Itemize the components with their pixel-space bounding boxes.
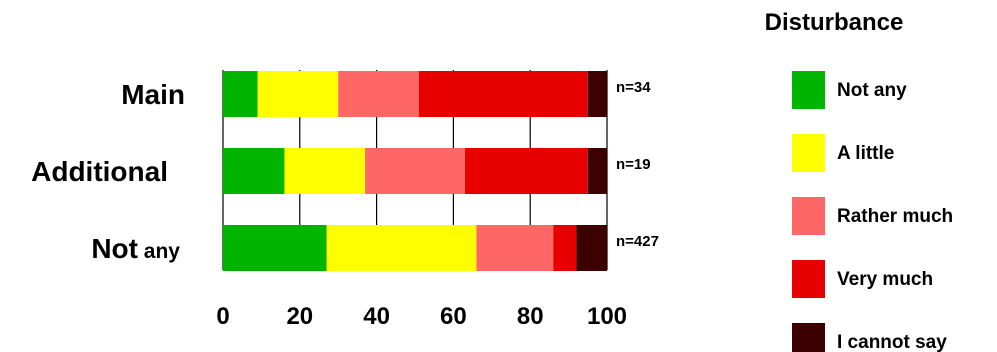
legend-swatch — [792, 323, 825, 352]
legend-swatch — [792, 260, 825, 298]
category-label: Additional — [31, 156, 168, 187]
category-label: Main — [121, 79, 185, 110]
bar-segment — [326, 225, 477, 271]
sample-size-label: n=19 — [616, 156, 651, 173]
legend-swatch — [792, 197, 825, 235]
bar-segment — [576, 225, 607, 271]
legend-swatch — [792, 71, 825, 109]
x-tick-label: 60 — [440, 303, 467, 330]
legend-swatch — [792, 134, 825, 172]
category-labels: Main Additional Not any — [31, 79, 185, 264]
x-tick-label: 0 — [216, 303, 229, 330]
bar-segment — [553, 225, 577, 271]
bar-segment — [464, 148, 588, 194]
bar-segment — [365, 148, 465, 194]
bar-segment — [476, 225, 554, 271]
sample-size-label: n=427 — [616, 233, 659, 250]
legend-label: Very much — [837, 269, 933, 290]
sample-size-label: n=34 — [616, 79, 651, 96]
x-tick-label: 40 — [363, 303, 390, 330]
x-tick-label: 20 — [286, 303, 313, 330]
legend: Not any A little Rather much Very much I can… — [792, 71, 953, 352]
bar-segment — [587, 71, 607, 117]
bar-segment — [223, 225, 327, 271]
legend-label: I cannot say — [837, 332, 947, 352]
x-axis-ticks: 0 20 40 60 80 100 — [216, 303, 627, 330]
sample-size-labels: n=34 n=19 n=427 — [616, 79, 659, 250]
legend-label: A little — [837, 143, 894, 164]
category-label: Not any — [91, 233, 180, 264]
legend-label: Not any — [837, 80, 907, 101]
x-tick-label: 80 — [517, 303, 544, 330]
x-tick-label: 100 — [587, 303, 627, 330]
legend-title: Disturbance — [765, 9, 904, 36]
bar-segment — [223, 71, 258, 117]
bar-segment — [338, 71, 419, 117]
bar-segment — [418, 71, 588, 117]
legend-label: Rather much — [837, 206, 953, 227]
bar-segment — [223, 148, 285, 194]
bar-segment — [587, 148, 607, 194]
bar-segment — [257, 71, 339, 117]
bar-segment — [284, 148, 366, 194]
bars — [223, 71, 607, 271]
